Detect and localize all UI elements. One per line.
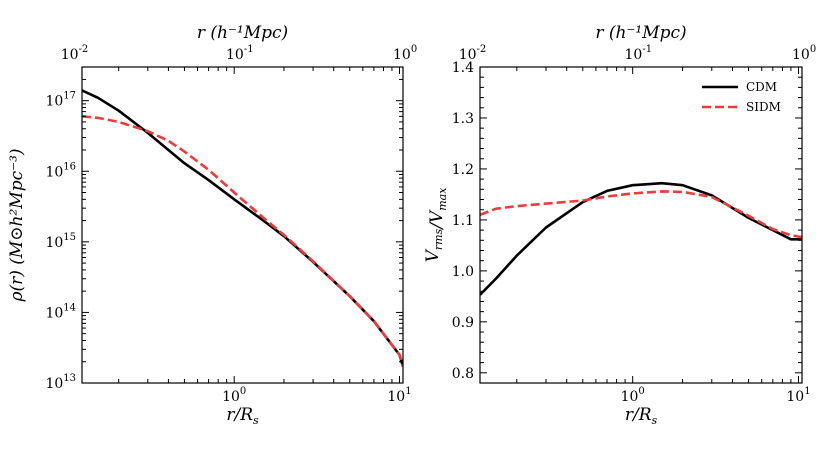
y-tick-label: 1.2 [452,162,474,178]
y-tick-label: 1.3 [452,111,474,127]
series-group [82,89,403,368]
x-tick-label: 101 [786,386,810,405]
x-axis-label: r/Rs [226,405,259,427]
y-tick-label: 1017 [45,91,76,110]
series-line-cdm [480,181,802,296]
legend: CDM SIDM [702,80,781,114]
top-x-tick-label: 10-1 [625,44,653,63]
top-x-tick-label: 10-2 [61,44,89,63]
y-tick-label: 1014 [45,302,76,321]
x-tick-label: 100 [222,386,246,405]
top-axis-label: r (h⁻¹Mpc) [197,23,288,43]
y-tick-label: 1.1 [452,213,474,229]
series-line-sidm [82,115,403,368]
series-group [480,181,802,296]
y-tick-label: 0.9 [452,315,474,331]
legend-label-sidm: SIDM [746,100,781,114]
y-tick-label: 1013 [45,373,76,392]
density-profile-panel: 100 101 10-2 10-1 100 1013 1014 1015 1016 1017 r/R… [7,23,417,427]
top-axis-label: r (h⁻¹Mpc) [595,23,686,43]
y-axis-label: ρ(r) (M⊙h²Mpc⁻³) [7,148,27,302]
x-axis-label: r/Rs [625,405,658,427]
plot-frame [81,66,404,384]
plot-frame [479,66,803,384]
top-x-tick-label: 100 [393,44,417,63]
y-tick-label: 1015 [45,232,76,251]
velocity-ratio-panel: 100 101 10-2 10-1 100 0.8 0.9 1.0 1.1 1.2 1.3 1.4 r/… [423,23,816,427]
y-axis-label: Vrms/Vmax [423,187,449,263]
legend-label-cdm: CDM [746,80,777,94]
top-x-tick-label: 100 [792,44,816,63]
series-line-cdm [82,89,403,368]
x-tick-label: 101 [387,386,411,405]
y-tick-label: 0.8 [452,366,474,382]
x-tick-label: 100 [621,386,645,405]
series-line-sidm [480,190,802,239]
y-tick-label: 1.4 [452,60,474,76]
top-x-tick-label: 10-1 [226,44,254,63]
y-tick-label: 1016 [45,161,76,180]
y-tick-label: 1.0 [452,264,474,280]
top-x-tick-label: 10-2 [459,44,487,63]
